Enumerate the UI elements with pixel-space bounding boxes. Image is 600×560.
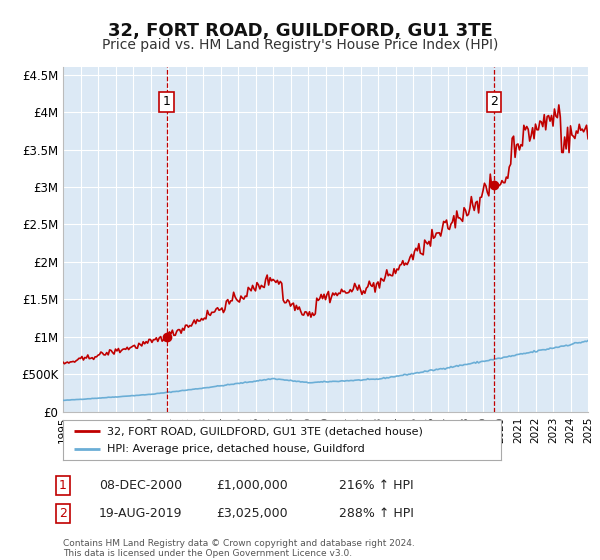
Text: Contains HM Land Registry data © Crown copyright and database right 2024.: Contains HM Land Registry data © Crown c… [63,539,415,548]
Text: This data is licensed under the Open Government Licence v3.0.: This data is licensed under the Open Gov… [63,549,352,558]
Text: 2: 2 [490,95,498,108]
Text: 2: 2 [59,507,67,520]
Text: 1: 1 [59,479,67,492]
Text: 32, FORT ROAD, GUILDFORD, GU1 3TE (detached house): 32, FORT ROAD, GUILDFORD, GU1 3TE (detac… [107,426,422,436]
Text: 288% ↑ HPI: 288% ↑ HPI [339,507,414,520]
Text: HPI: Average price, detached house, Guildford: HPI: Average price, detached house, Guil… [107,444,365,454]
Text: 19-AUG-2019: 19-AUG-2019 [99,507,182,520]
Text: 1: 1 [163,95,170,108]
Text: £3,025,000: £3,025,000 [216,507,287,520]
Text: 32, FORT ROAD, GUILDFORD, GU1 3TE: 32, FORT ROAD, GUILDFORD, GU1 3TE [107,22,493,40]
Text: £1,000,000: £1,000,000 [216,479,288,492]
Text: Price paid vs. HM Land Registry's House Price Index (HPI): Price paid vs. HM Land Registry's House … [102,38,498,52]
Text: 216% ↑ HPI: 216% ↑ HPI [339,479,413,492]
Text: 08-DEC-2000: 08-DEC-2000 [99,479,182,492]
